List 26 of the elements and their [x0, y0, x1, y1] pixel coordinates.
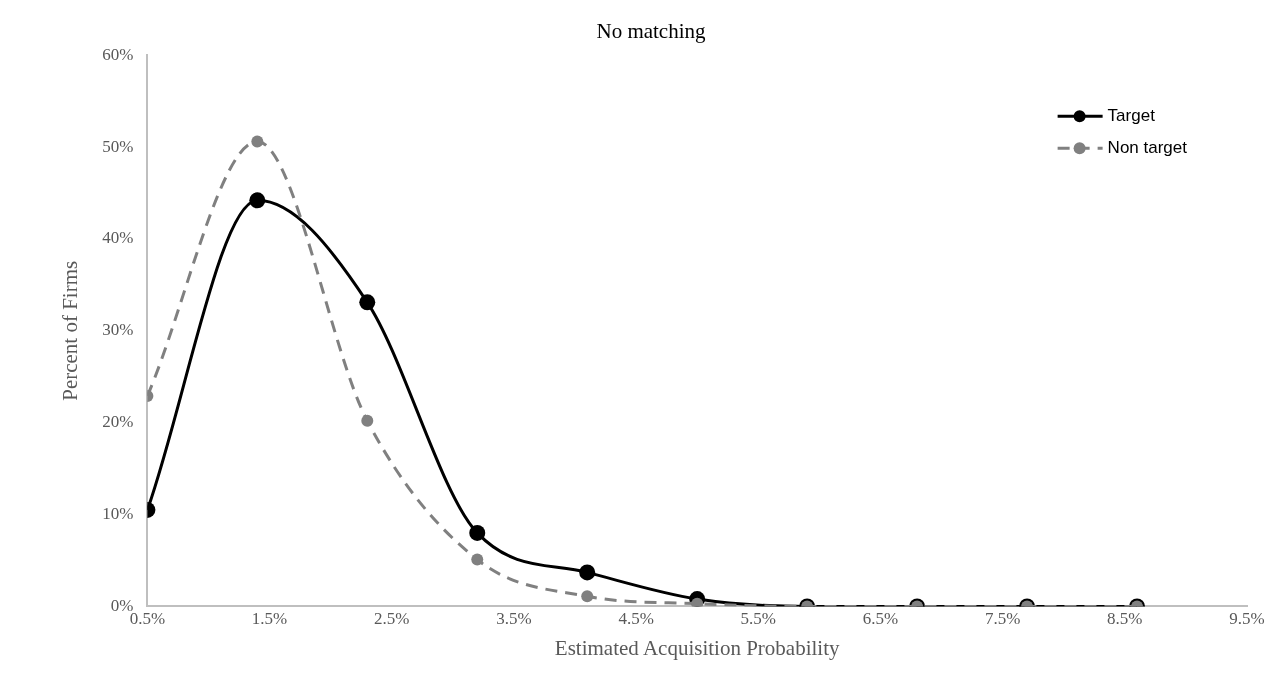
y-tick-label: 40%	[102, 228, 134, 248]
y-tick-label: 10%	[102, 504, 134, 523]
x-tick-label: 5.5%	[740, 609, 776, 629]
point	[361, 414, 374, 427]
point	[469, 524, 486, 541]
point	[251, 135, 264, 148]
y-tick-label: 50%	[102, 136, 134, 156]
x-tick-label: 4.5%	[618, 609, 654, 629]
point	[359, 294, 376, 311]
y-tick-label: 30%	[102, 320, 134, 340]
point	[691, 597, 704, 607]
x-tick-label: 1.5%	[251, 609, 288, 629]
point	[249, 192, 266, 209]
x-tick-label: 6.5%	[862, 609, 899, 629]
legend-label: Non target	[1107, 137, 1188, 157]
x-tick-label: 2.5%	[374, 609, 410, 629]
y-axis-title: Percent of Firms	[58, 260, 83, 401]
chart-title: No matching	[596, 19, 707, 44]
legend-label: Target	[1107, 105, 1156, 125]
x-axis-title: Estimated Acquisition Probability	[554, 635, 840, 660]
x-tick-label: 8.5%	[1107, 609, 1143, 629]
y-tick-label: 20%	[102, 412, 134, 432]
x-tick-label: 7.5%	[984, 609, 1021, 629]
x-tick-label: 9.5%	[1229, 609, 1265, 629]
y-tick-label: 60%	[102, 44, 134, 64]
x-tick-label: 3.5%	[496, 609, 532, 629]
